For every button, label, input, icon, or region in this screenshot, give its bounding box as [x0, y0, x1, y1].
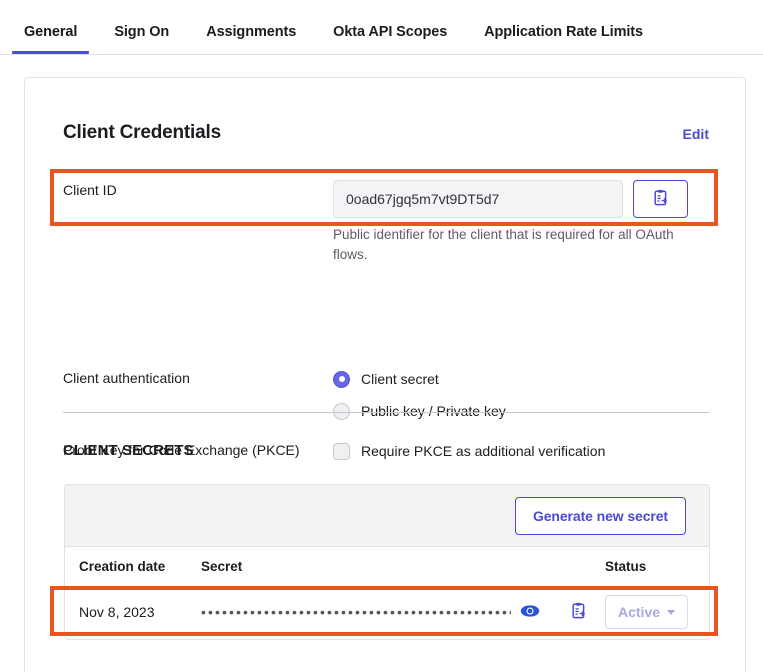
client-id-label: Client ID: [63, 182, 117, 198]
column-header-secret: Secret: [201, 558, 243, 574]
client-secrets-toolbar: Generate new secret: [65, 485, 709, 547]
status-badge: Active: [618, 604, 661, 620]
chevron-down-icon: [667, 609, 676, 615]
column-header-creation-date: Creation date: [79, 558, 166, 574]
radio-icon-client-secret: [333, 370, 350, 388]
radio-option-client-secret[interactable]: Client secret: [333, 368, 711, 390]
radio-icon-public-private-key: [333, 402, 350, 420]
tab-application-rate-limits[interactable]: Application Rate Limits: [484, 24, 643, 54]
tab-application-rate-limits-label: Application Rate Limits: [484, 24, 644, 40]
radio-label-client-secret: Client secret: [361, 371, 439, 387]
client-id-helper-text: Public identifier for the client that is…: [333, 227, 674, 262]
reveal-secret-button[interactable]: [519, 601, 541, 623]
tab-okta-api-scopes[interactable]: Okta API Scopes: [333, 24, 447, 54]
eye-icon: [520, 604, 540, 621]
edit-button[interactable]: Edit: [682, 126, 709, 142]
checkbox-label-require-pkce: Require PKCE as additional verification: [361, 443, 606, 459]
checkbox-option-require-pkce[interactable]: Require PKCE as additional verification: [333, 440, 711, 462]
table-row: Nov 8, 2023 ••••••••••••••••••••••••••••…: [65, 585, 709, 639]
tab-sign-on[interactable]: Sign On: [114, 24, 169, 54]
client-credentials-card: Client Credentials Edit Client ID: [24, 77, 746, 672]
tab-general[interactable]: General: [11, 24, 90, 54]
cell-creation-date: Nov 8, 2023: [79, 604, 155, 620]
column-header-status: Status: [605, 558, 647, 574]
clipboard-copy-icon: [652, 189, 669, 210]
radio-label-public-private-key: Public key / Private key: [361, 403, 506, 419]
tab-sign-on-label: Sign On: [114, 24, 170, 40]
table-header-row: Creation date Secret Status: [65, 547, 709, 585]
tab-okta-api-scopes-label: Okta API Scopes: [333, 24, 448, 40]
cell-secret: ••••••••••••••••••••••••••••••••••••••••…: [201, 601, 605, 623]
generate-new-secret-button[interactable]: Generate new secret: [514, 496, 686, 535]
cell-status: Active: [605, 595, 709, 629]
client-authentication-label: Client authentication: [63, 370, 190, 386]
client-id-input[interactable]: [333, 180, 623, 218]
secret-masked-value: ••••••••••••••••••••••••••••••••••••••••…: [201, 605, 511, 619]
client-secrets-table: Creation date Secret Status Nov 8, 2023 …: [65, 547, 709, 639]
copy-secret-button[interactable]: [567, 601, 589, 623]
pkce-label: Proof Key for Code Exchange (PKCE): [63, 442, 300, 458]
page-title: Client Credentials: [63, 122, 221, 143]
client-secrets-section-title: CLIENT SECRETS: [63, 442, 194, 459]
status-dropdown[interactable]: Active: [605, 595, 689, 629]
tab-bar: General Sign On Assignments Okta API Sco…: [0, 0, 763, 55]
section-divider: [63, 412, 709, 413]
checkbox-icon-require-pkce: [333, 442, 350, 460]
clipboard-copy-icon: [570, 602, 587, 623]
tab-assignments-label: Assignments: [206, 24, 297, 40]
radio-option-public-private-key[interactable]: Public key / Private key: [333, 400, 711, 422]
tab-assignments[interactable]: Assignments: [206, 24, 296, 54]
tab-general-label: General: [24, 24, 78, 40]
copy-client-id-button[interactable]: [633, 180, 688, 218]
client-secrets-panel: Generate new secret Creation date Secret…: [64, 484, 710, 640]
